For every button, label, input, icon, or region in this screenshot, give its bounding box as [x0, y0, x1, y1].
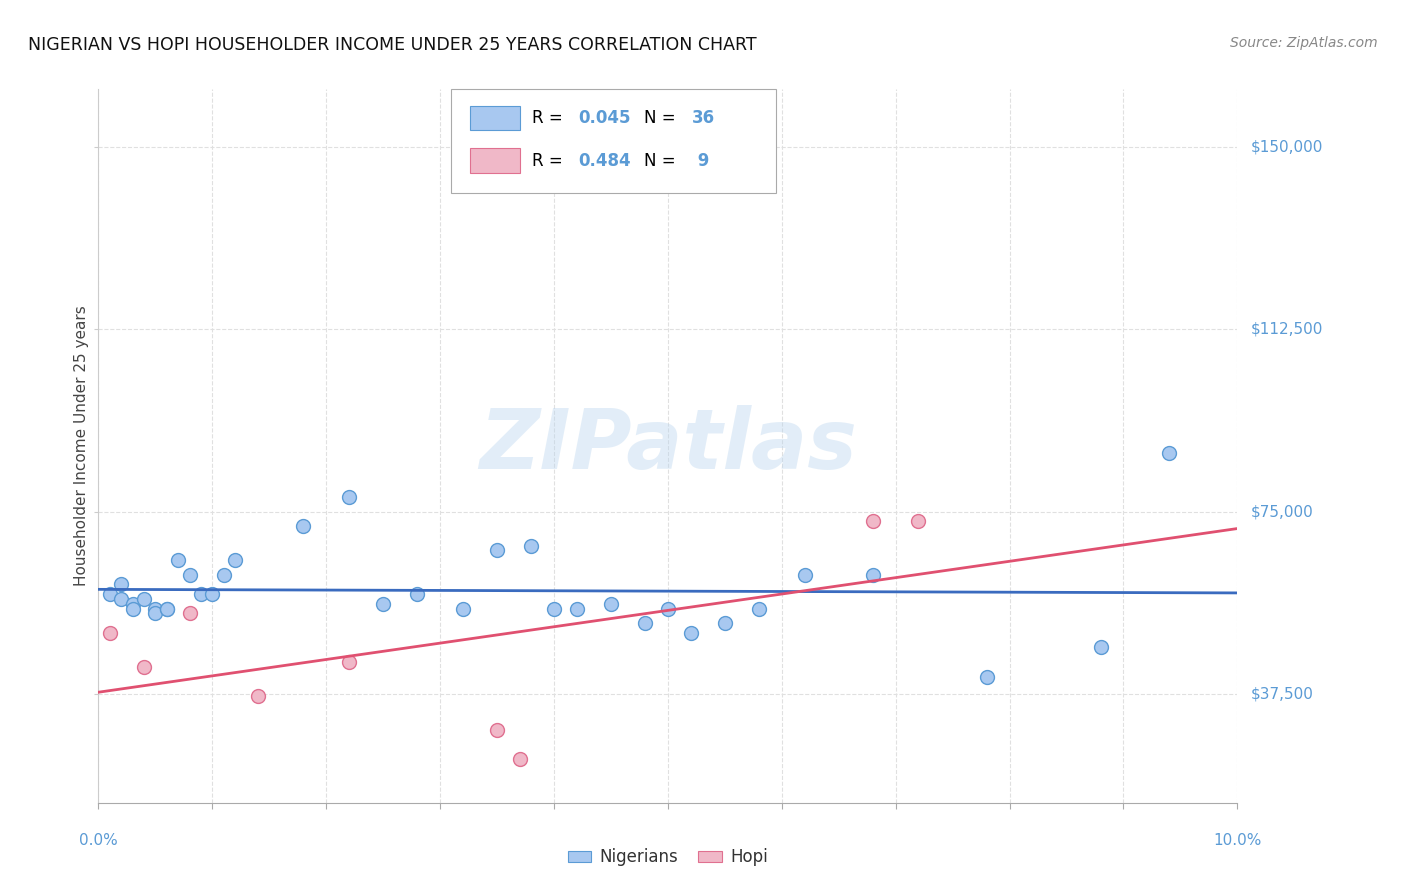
Text: Source: ZipAtlas.com: Source: ZipAtlas.com — [1230, 36, 1378, 50]
Point — [907, 514, 929, 528]
Text: 10.0%: 10.0% — [1213, 833, 1261, 848]
Point — [179, 607, 201, 621]
Point — [156, 601, 179, 615]
Text: N =: N = — [644, 109, 681, 127]
Point — [520, 539, 543, 553]
Text: $150,000: $150,000 — [1251, 140, 1323, 155]
Point — [212, 567, 235, 582]
Point — [1157, 446, 1180, 460]
Point — [98, 626, 121, 640]
Point — [406, 587, 429, 601]
Point — [679, 626, 702, 640]
Point — [337, 490, 360, 504]
FancyBboxPatch shape — [470, 105, 520, 130]
Point — [793, 567, 815, 582]
Point — [714, 616, 737, 631]
Point — [121, 601, 143, 615]
Point — [565, 601, 588, 615]
Point — [543, 601, 565, 615]
Point — [748, 601, 770, 615]
Point — [224, 553, 246, 567]
Text: NIGERIAN VS HOPI HOUSEHOLDER INCOME UNDER 25 YEARS CORRELATION CHART: NIGERIAN VS HOPI HOUSEHOLDER INCOME UNDE… — [28, 36, 756, 54]
Text: 36: 36 — [692, 109, 714, 127]
Point — [862, 567, 884, 582]
Point — [292, 519, 315, 533]
Point — [862, 514, 884, 528]
Point — [145, 607, 167, 621]
Point — [110, 577, 132, 591]
Point — [179, 567, 201, 582]
Point — [167, 553, 190, 567]
Point — [509, 752, 531, 766]
Point — [1090, 640, 1112, 655]
Text: 0.045: 0.045 — [578, 109, 630, 127]
Text: ZIPatlas: ZIPatlas — [479, 406, 856, 486]
Text: $37,500: $37,500 — [1251, 686, 1315, 701]
Point — [201, 587, 224, 601]
Text: 9: 9 — [692, 152, 709, 169]
FancyBboxPatch shape — [470, 148, 520, 173]
Point — [121, 597, 143, 611]
Point — [657, 601, 679, 615]
Text: R =: R = — [533, 109, 568, 127]
Point — [600, 597, 623, 611]
Point — [451, 601, 474, 615]
Point — [246, 689, 269, 703]
Point — [132, 660, 155, 674]
Point — [190, 587, 212, 601]
Text: $75,000: $75,000 — [1251, 504, 1315, 519]
Y-axis label: Householder Income Under 25 years: Householder Income Under 25 years — [73, 306, 89, 586]
Point — [634, 616, 657, 631]
Point — [145, 601, 167, 615]
Text: 0.0%: 0.0% — [79, 833, 118, 848]
Legend: Nigerians, Hopi: Nigerians, Hopi — [561, 842, 775, 873]
Point — [98, 587, 121, 601]
Text: 0.484: 0.484 — [578, 152, 630, 169]
Text: R =: R = — [533, 152, 568, 169]
Text: N =: N = — [644, 152, 681, 169]
Point — [373, 597, 395, 611]
FancyBboxPatch shape — [451, 89, 776, 193]
Point — [486, 723, 509, 737]
Text: $112,500: $112,500 — [1251, 322, 1323, 337]
Point — [337, 655, 360, 669]
Point — [110, 591, 132, 606]
Point — [486, 543, 509, 558]
Point — [132, 591, 155, 606]
Point — [976, 670, 998, 684]
Point — [156, 601, 179, 615]
